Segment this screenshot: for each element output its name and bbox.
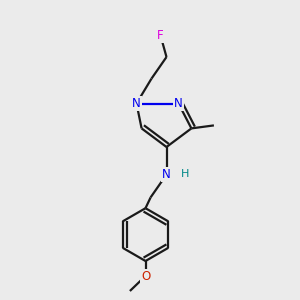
- Text: N: N: [174, 97, 183, 110]
- Text: F: F: [157, 29, 164, 42]
- Text: O: O: [141, 269, 150, 283]
- Text: N: N: [132, 97, 141, 110]
- Text: N: N: [162, 168, 171, 181]
- Text: H: H: [181, 169, 190, 179]
